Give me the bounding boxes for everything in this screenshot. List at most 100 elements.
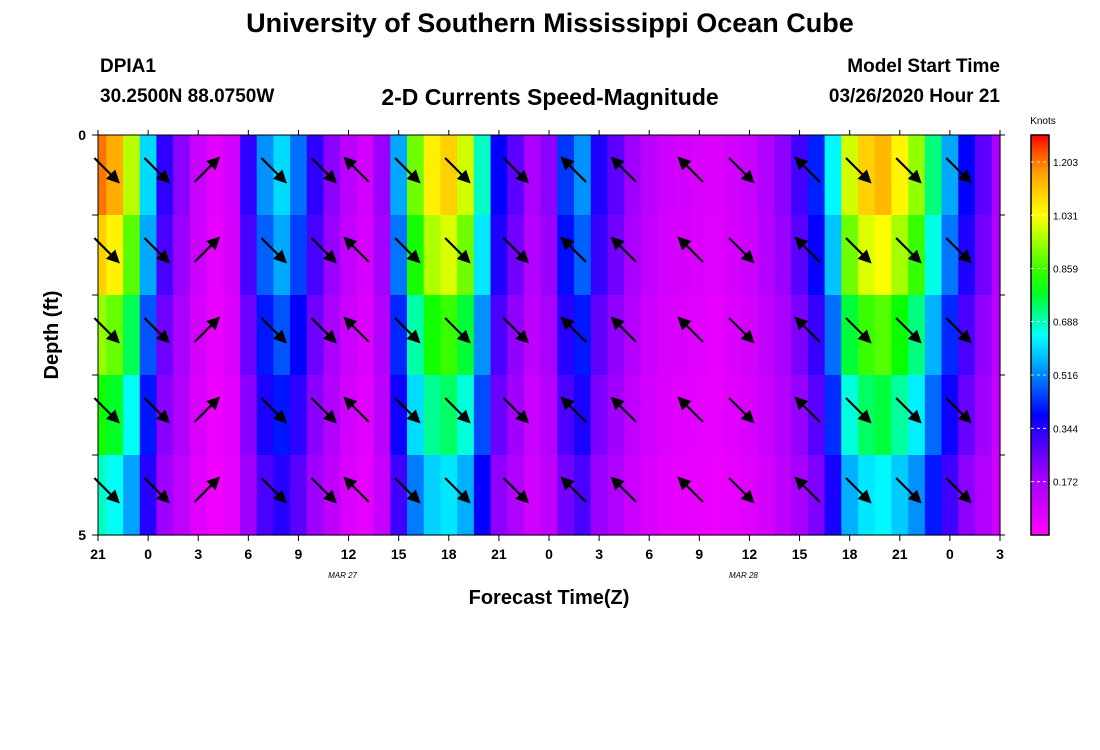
heatmap-cell [390,375,408,456]
heatmap-cell [640,375,659,456]
heatmap-cell [206,375,224,456]
current-vector [193,476,221,503]
heatmap-cell [557,135,575,216]
colorbar-tick-label: 0.172 [1053,478,1078,489]
current-vector [260,157,287,184]
heatmap-cell [173,295,191,376]
heatmap-cell [858,295,876,376]
station-location: 30.2500N 88.0750W [100,86,275,107]
heatmap-cell [390,455,408,536]
heatmap-cell [206,135,224,216]
heatmap-cell [356,135,375,216]
heatmap-cells [98,135,1001,536]
current-vector [677,236,704,263]
heatmap-cell [690,215,709,296]
heatmap-cell [858,215,876,296]
heatmap-cell [891,215,909,296]
heatmap-cell [290,215,308,296]
heatmap-cell [640,215,659,296]
x-tick-label: 3 [194,546,202,562]
x-axis: 21 0 3 6 9 12 15 18 21 0 3 6 9 12 15 18 21 0 3 MAR 27 MAR 28 [90,130,1004,580]
current-vector [895,477,922,504]
heatmap-cell [106,135,124,216]
heatmap-cell [189,215,208,296]
heatmap-cell [457,295,475,376]
heatmap-cell [123,135,141,216]
heatmap-cell [273,295,291,376]
current-vector [945,397,972,424]
heatmap-cell [841,215,859,296]
current-vector [794,396,821,423]
heatmap-cell [941,375,959,456]
x-tick-label: 0 [545,546,553,562]
heatmap-cell [473,455,492,536]
heatmap-cell [657,455,675,536]
current-vector [343,396,370,423]
heatmap-cell [724,455,742,536]
current-vector [310,317,338,344]
x-tick-label: 0 [946,546,954,562]
heatmap-cell [974,455,993,536]
current-vector [794,476,821,503]
heatmap-cell [156,455,174,536]
heatmap-cell [908,135,926,216]
heatmap-cell [690,455,709,536]
y-axis: 05 [78,127,1005,543]
model-start-label: Model Start Time [847,56,1000,77]
heatmap-cell [858,375,876,456]
current-vector [794,236,821,263]
heatmap-cell [891,375,909,456]
heatmap-cell [574,455,592,536]
heatmap-cell [123,375,141,456]
current-vector [444,477,471,504]
heatmap-cell [323,295,341,376]
current-vector [143,157,171,184]
heatmap-cell [423,375,442,456]
current-vector [193,316,221,343]
heatmap-cell [674,455,692,536]
date-label: MAR 27 [328,571,357,580]
heatmap-cell [941,135,959,216]
heatmap-cell [958,295,976,376]
x-tick-label: 12 [341,546,357,562]
heatmap-cell [356,375,375,456]
heatmap-cell [356,215,375,296]
current-vector [502,477,530,504]
plot-title: 2-D Currents Speed-Magnitude [381,84,719,110]
heatmap-cell [858,135,876,216]
heatmap-cell [440,295,458,376]
heatmap-cell [123,455,141,536]
current-vector [343,476,370,503]
x-tick-label: 6 [244,546,252,562]
x-tick-label: 6 [645,546,653,562]
heatmap-cell [373,375,391,456]
heatmap-cell [807,135,826,216]
heatmap-cell [757,375,776,456]
colorbar: Knots 1.203 1.031 0.859 0.688 0.516 0.344 0.172 [1030,116,1078,536]
current-vector [560,236,587,263]
current-vector [677,476,704,503]
heatmap-cell [774,295,792,376]
heatmap-cell [941,215,959,296]
heatmap-cell [724,375,742,456]
heatmap-cell [774,215,792,296]
colorbar-tick-label: 0.859 [1053,265,1078,276]
heatmap-cell [991,295,1001,376]
x-tick-label: 21 [90,546,106,562]
heatmap-cell [958,135,976,216]
heatmap-cell [239,295,258,376]
heatmap-cell [457,375,475,456]
current-vector [143,477,171,504]
current-vector [794,156,821,183]
heatmap-cell [924,375,943,456]
heatmap-cell [841,135,859,216]
heatmap-cell [707,215,725,296]
heatmap-cell [206,455,224,536]
current-vector [502,157,530,184]
heatmap-cell [290,135,308,216]
date-label: MAR 28 [729,571,758,580]
heatmap-cell [490,215,508,296]
heatmap-cell [473,215,492,296]
heatmap-cell [941,455,959,536]
heatmap-cell [256,215,274,296]
